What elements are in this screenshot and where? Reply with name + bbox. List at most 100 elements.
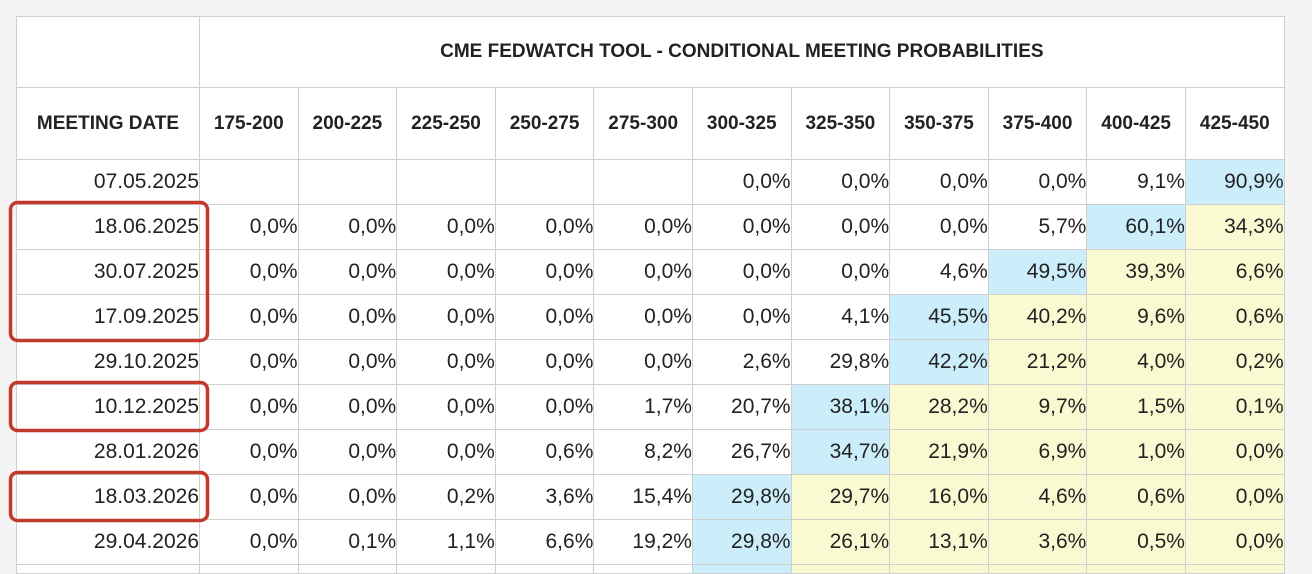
probability-cell: 1,1% [396, 519, 496, 565]
probability-cell: 21,9% [889, 429, 989, 475]
rate-column-header: 175-200 [199, 87, 299, 160]
meeting-date-cell: 17.09.2025 [16, 294, 200, 340]
meeting-date-cell: 30.07.2025 [16, 249, 200, 295]
probability-cell [593, 159, 693, 205]
probability-cell: 38,1% [790, 384, 891, 430]
meeting-date-header: MEETING DATE [16, 87, 200, 160]
probability-cell: 0,0% [593, 339, 693, 385]
probability-cell: 39,3% [1086, 249, 1186, 295]
probability-cell: 42,2% [889, 339, 989, 385]
table-title: CME FEDWATCH TOOL - CONDITIONAL MEETING … [199, 16, 1285, 88]
probability-cell: 20,7% [691, 384, 792, 430]
probability-cell: 3,6% [494, 474, 595, 520]
empty-cell [593, 564, 693, 574]
probability-cell: 9,6% [1086, 294, 1186, 340]
table-row: 18.06.2025 0,0% 0,0% 0,0% 0,0% 0,0% 0,0% 0,0% 0,… [16, 204, 1285, 250]
probability-cell: 29,8% [691, 519, 792, 565]
probability-cell: 0,0% [396, 384, 496, 430]
empty-cell [1184, 564, 1285, 574]
probability-cell: 90,9% [1184, 159, 1285, 205]
rate-column-header: 225-250 [396, 87, 496, 160]
probability-cell: 0,0% [199, 474, 299, 520]
probability-cell: 0,0% [494, 339, 595, 385]
empty-cell [790, 564, 891, 574]
meeting-date-cell: 10.12.2025 [16, 384, 200, 430]
probability-cell: 0,0% [494, 204, 595, 250]
probability-cell: 26,1% [790, 519, 891, 565]
probability-cell: 0,0% [593, 204, 693, 250]
table-row: 29.10.2025 0,0% 0,0% 0,0% 0,0% 0,0% 2,6% 29,8% 4… [16, 339, 1285, 385]
meeting-date-cell: 18.03.2026 [16, 474, 200, 520]
probability-cell: 0,0% [199, 204, 299, 250]
rate-column-header: 200-225 [297, 87, 398, 160]
probability-cell: 0,5% [1086, 519, 1186, 565]
meeting-date-cell: 29.10.2025 [16, 339, 200, 385]
probability-cell: 6,6% [494, 519, 595, 565]
probability-cell: 0,0% [790, 159, 891, 205]
probability-cell [396, 159, 496, 205]
probability-cell: 4,1% [790, 294, 891, 340]
probability-cell: 0,1% [297, 519, 398, 565]
probability-cell: 49,5% [987, 249, 1088, 295]
empty-cell [199, 564, 299, 574]
meeting-date-cell: 29.04.2026 [16, 519, 200, 565]
meeting-date-cell: 28.01.2026 [16, 429, 200, 475]
probability-cell: 0,0% [396, 339, 496, 385]
probability-cell: 34,3% [1184, 204, 1285, 250]
probability-cell: 1,7% [593, 384, 693, 430]
probability-cell: 26,7% [691, 429, 792, 475]
rate-column-header: 250-275 [494, 87, 595, 160]
empty-cell [297, 564, 398, 574]
probability-cell [494, 159, 595, 205]
probability-cell: 28,2% [889, 384, 989, 430]
table-row-partial [16, 564, 1285, 574]
rate-column-header: 275-300 [593, 87, 693, 160]
probability-cell: 0,0% [691, 159, 792, 205]
corner-cell [16, 16, 200, 88]
probability-cell: 0,0% [494, 294, 595, 340]
probability-cell: 0,0% [691, 204, 792, 250]
table-row: 07.05.2025 0,0% 0,0% 0,0% 0,0% 9,1% 90,9% [16, 159, 1285, 205]
rate-column-header: 425-450 [1184, 87, 1285, 160]
probability-cell: 0,6% [1086, 474, 1186, 520]
table-row: 29.04.2026 0,0% 0,1% 1,1% 6,6% 19,2% 29,8% 26,1… [16, 519, 1285, 565]
probability-cell: 0,0% [396, 294, 496, 340]
probability-cell: 3,6% [987, 519, 1088, 565]
probability-cell: 29,7% [790, 474, 891, 520]
probability-cell: 0,0% [199, 294, 299, 340]
probability-cell: 0,0% [297, 429, 398, 475]
probability-cell: 45,5% [889, 294, 989, 340]
probability-cell: 2,6% [691, 339, 792, 385]
meeting-date-cell: 18.06.2025 [16, 204, 200, 250]
probability-cell: 16,0% [889, 474, 989, 520]
table-row: 30.07.2025 0,0% 0,0% 0,0% 0,0% 0,0% 0,0% 0,0% 4,… [16, 249, 1285, 295]
table-row: 17.09.2025 0,0% 0,0% 0,0% 0,0% 0,0% 0,0% 4,1% 45… [16, 294, 1285, 340]
empty-cell [16, 564, 200, 574]
probability-cell: 1,0% [1086, 429, 1186, 475]
probability-cell: 19,2% [593, 519, 693, 565]
probability-cell: 29,8% [691, 474, 792, 520]
rate-column-header: 400-425 [1086, 87, 1186, 160]
probability-cell: 0,0% [297, 249, 398, 295]
probability-cell: 0,0% [396, 249, 496, 295]
probability-cell: 0,0% [199, 249, 299, 295]
probability-cell: 21,2% [987, 339, 1088, 385]
probability-cell: 0,0% [494, 384, 595, 430]
probability-cell: 8,2% [593, 429, 693, 475]
probability-cell: 0,0% [199, 339, 299, 385]
empty-cell [691, 564, 792, 574]
probability-cell [297, 159, 398, 205]
probability-cell: 1,5% [1086, 384, 1186, 430]
probability-cell: 0,0% [593, 249, 693, 295]
probability-cell: 6,6% [1184, 249, 1285, 295]
probability-cell: 0,0% [396, 204, 496, 250]
rate-column-header: 350-375 [889, 87, 989, 160]
probability-cell: 0,0% [297, 204, 398, 250]
probability-cell: 9,7% [987, 384, 1088, 430]
probability-cell: 0,0% [199, 519, 299, 565]
probability-cell: 0,6% [1184, 294, 1285, 340]
table-row: 18.03.2026 0,0% 0,0% 0,2% 3,6% 15,4% 29,8% 29,7… [16, 474, 1285, 520]
probability-cell: 0,0% [790, 249, 891, 295]
probability-cell: 0,0% [691, 294, 792, 340]
probability-cell: 0,0% [889, 159, 989, 205]
